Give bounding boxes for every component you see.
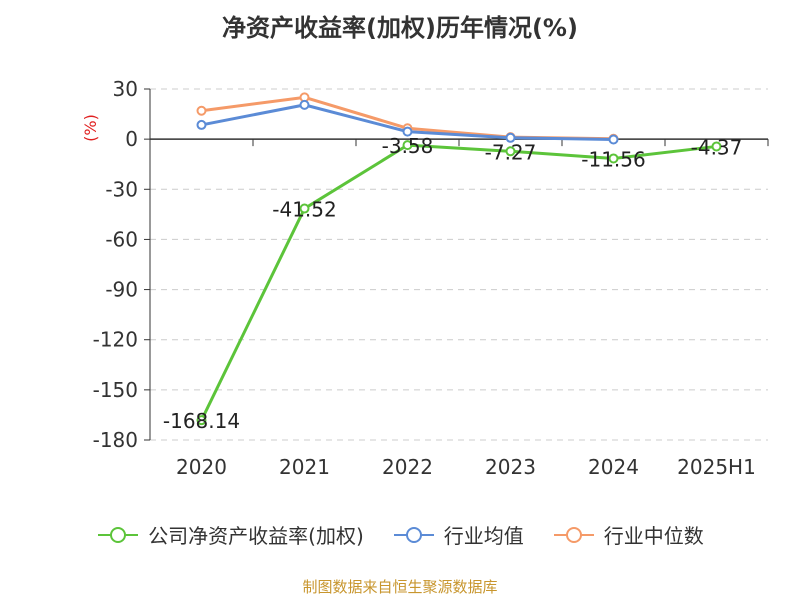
data-point — [196, 415, 207, 426]
legend-marker-company-icon — [98, 526, 139, 543]
y-tick-label: 30 — [113, 77, 138, 101]
series-lines — [196, 92, 722, 426]
grid-lines — [150, 88, 768, 441]
legend-label-company: 公司净资产收益率(加权) — [148, 524, 364, 548]
data-point — [402, 126, 413, 137]
data-point — [711, 141, 722, 152]
data-label: -168.14 — [163, 409, 240, 433]
legend-label-industry-avg: 行业均值 — [443, 524, 524, 548]
data-label: -4.37 — [691, 135, 743, 159]
data-label: -41.52 — [272, 198, 336, 222]
data-point — [299, 203, 310, 214]
x-tick-label: 2021 — [279, 455, 330, 479]
data-point — [608, 153, 619, 164]
y-tick-label: -120 — [93, 328, 138, 352]
data-point — [505, 146, 516, 157]
x-tick-label: 2025H1 — [677, 455, 756, 479]
data-point — [402, 140, 413, 151]
source-note: 制图数据来自恒生聚源数据库 — [302, 578, 498, 596]
data-labels: -168.14 -41.52 -3.58 -7.27 -11.56 -4.37 — [163, 134, 742, 433]
y-tick-label: -30 — [105, 177, 138, 201]
data-label: -7.27 — [485, 140, 537, 164]
legend-marker-industry-median-icon — [553, 526, 594, 543]
data-point — [299, 99, 310, 110]
x-tick-label: 2022 — [382, 455, 433, 479]
legend-item-industry-median[interactable]: 行业中位数 — [552, 520, 704, 549]
data-point — [196, 119, 207, 130]
x-tick-label: 2020 — [176, 455, 227, 479]
y-tick-label: 0 — [125, 127, 138, 151]
series-line — [200, 143, 717, 421]
legend-label-industry-median: 行业中位数 — [603, 524, 704, 548]
legend: 公司净资产收益率(加权) 行业均值 行业中位数 — [0, 520, 800, 549]
legend-marker-industry-avg-icon — [393, 526, 434, 543]
chart-title: 净资产收益率(加权)历年情况(%) — [222, 14, 578, 42]
x-tick-label: 2023 — [485, 455, 536, 479]
data-point — [608, 134, 619, 145]
x-tick-label: 2024 — [588, 455, 639, 479]
y-tick-label: -150 — [93, 378, 138, 402]
axes: 30 0 -30 -60 -90 -120 -150 -180 2020 2021 2022 2023… — [81, 77, 769, 479]
y-tick-label: -180 — [93, 428, 138, 452]
data-point — [196, 105, 207, 116]
data-label: -11.56 — [581, 147, 645, 171]
y-tick-label: -90 — [105, 278, 138, 302]
data-label: -3.58 — [382, 134, 434, 158]
legend-item-company[interactable]: 公司净资产收益率(加权) — [96, 520, 364, 549]
legend-item-industry-avg[interactable]: 行业均值 — [392, 520, 524, 549]
data-point — [505, 132, 516, 143]
y-tick-label: -60 — [105, 227, 138, 251]
y-axis-label: (%) — [81, 114, 100, 142]
